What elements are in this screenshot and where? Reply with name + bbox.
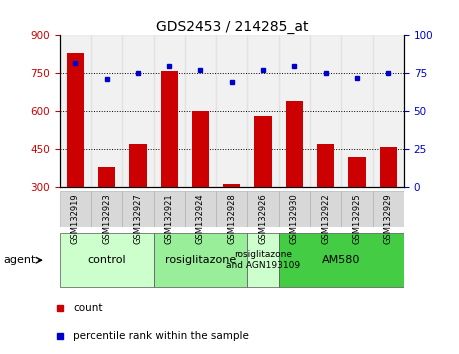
Bar	[247, 35, 279, 187]
Text: GSM132930: GSM132930	[290, 193, 299, 244]
Bar	[154, 35, 185, 187]
Bar	[279, 35, 310, 187]
Bar	[185, 35, 216, 187]
Bar	[373, 35, 404, 187]
FancyBboxPatch shape	[154, 233, 247, 287]
Bar	[67, 53, 84, 187]
Bar	[161, 71, 178, 187]
Text: GSM132919: GSM132919	[71, 193, 80, 244]
Bar	[60, 35, 91, 187]
Text: GSM132926: GSM132926	[258, 193, 268, 244]
Bar	[254, 116, 272, 187]
Text: percentile rank within the sample: percentile rank within the sample	[73, 331, 249, 341]
Bar	[192, 111, 209, 187]
FancyBboxPatch shape	[216, 191, 247, 227]
Bar	[223, 184, 241, 187]
FancyBboxPatch shape	[247, 191, 279, 227]
Text: control: control	[87, 255, 126, 265]
Text: GSM132927: GSM132927	[134, 193, 142, 244]
Text: GSM132921: GSM132921	[165, 193, 174, 244]
FancyBboxPatch shape	[310, 191, 341, 227]
Text: GSM132924: GSM132924	[196, 193, 205, 244]
Text: rosiglitazone: rosiglitazone	[165, 255, 236, 265]
Text: GSM132928: GSM132928	[227, 193, 236, 244]
FancyBboxPatch shape	[185, 191, 216, 227]
FancyBboxPatch shape	[60, 191, 91, 227]
Text: GSM132922: GSM132922	[321, 193, 330, 244]
Bar	[317, 144, 334, 187]
Text: rosiglitazone
and AGN193109: rosiglitazone and AGN193109	[226, 251, 300, 270]
Bar	[91, 35, 122, 187]
FancyBboxPatch shape	[91, 191, 122, 227]
Text: GSM132929: GSM132929	[384, 193, 393, 244]
Text: GSM132923: GSM132923	[102, 193, 111, 244]
FancyBboxPatch shape	[341, 191, 373, 227]
Bar	[286, 101, 303, 187]
FancyBboxPatch shape	[247, 233, 279, 287]
Bar	[216, 35, 247, 187]
Bar	[348, 157, 365, 187]
Text: count: count	[73, 303, 103, 313]
Bar	[129, 144, 146, 187]
Text: AM580: AM580	[322, 255, 360, 265]
Bar	[122, 35, 154, 187]
Bar	[98, 167, 115, 187]
Bar	[380, 147, 397, 187]
FancyBboxPatch shape	[60, 233, 154, 287]
Title: GDS2453 / 214285_at: GDS2453 / 214285_at	[156, 21, 308, 34]
Bar	[341, 35, 373, 187]
Bar	[310, 35, 341, 187]
FancyBboxPatch shape	[122, 191, 154, 227]
FancyBboxPatch shape	[279, 191, 310, 227]
Text: GSM132925: GSM132925	[353, 193, 362, 244]
Text: agent: agent	[3, 255, 36, 265]
FancyBboxPatch shape	[279, 233, 404, 287]
FancyBboxPatch shape	[154, 191, 185, 227]
FancyBboxPatch shape	[373, 191, 404, 227]
